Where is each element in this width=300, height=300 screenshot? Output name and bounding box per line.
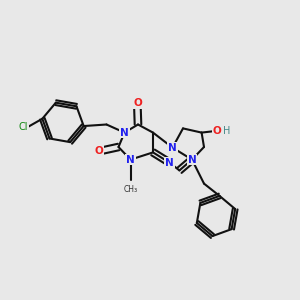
Text: O: O bbox=[213, 125, 222, 136]
Text: Cl: Cl bbox=[18, 122, 28, 132]
Text: N: N bbox=[188, 154, 196, 165]
Text: N: N bbox=[165, 158, 174, 168]
Text: CH₃: CH₃ bbox=[123, 185, 138, 194]
Text: N: N bbox=[126, 154, 135, 165]
Text: N: N bbox=[168, 142, 177, 153]
Text: H: H bbox=[223, 125, 231, 136]
Text: O: O bbox=[133, 98, 142, 108]
Text: N: N bbox=[120, 128, 129, 138]
Text: O: O bbox=[94, 146, 103, 156]
